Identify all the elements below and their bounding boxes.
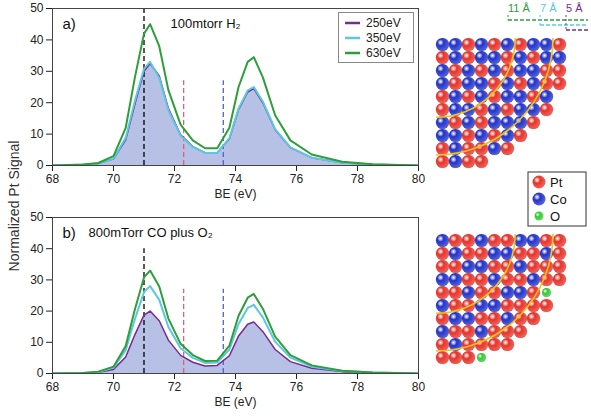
svg-text:40: 40	[30, 33, 44, 47]
svg-text:76: 76	[290, 172, 304, 186]
svg-text:b): b)	[63, 224, 76, 241]
svg-text:80: 80	[412, 380, 426, 394]
svg-text:20: 20	[30, 96, 44, 110]
svg-text:10: 10	[30, 127, 44, 141]
svg-text:20: 20	[30, 304, 44, 318]
svg-text:50: 50	[30, 210, 44, 224]
svg-text:0: 0	[37, 158, 44, 172]
svg-text:BE (eV): BE (eV)	[214, 395, 256, 409]
svg-text:7 Å: 7 Å	[540, 2, 557, 14]
svg-text:68: 68	[46, 172, 60, 186]
svg-text:Co: Co	[550, 192, 567, 207]
svg-text:11 Å: 11 Å	[508, 2, 530, 14]
svg-text:0: 0	[37, 366, 44, 380]
svg-text:78: 78	[351, 172, 365, 186]
svg-text:80: 80	[412, 172, 426, 186]
svg-text:50: 50	[30, 1, 44, 15]
svg-text:100mtorr H₂: 100mtorr H₂	[171, 16, 241, 31]
html-text:350eV: 350eV	[366, 30, 401, 45]
svg-text:72: 72	[168, 380, 182, 394]
svg-text:a): a)	[63, 15, 76, 32]
svg-text:74: 74	[229, 172, 243, 186]
svg-text:72: 72	[168, 172, 182, 186]
svg-text:10: 10	[30, 335, 44, 349]
svg-text:30: 30	[30, 64, 44, 78]
svg-text:74: 74	[229, 380, 243, 394]
svg-text:70: 70	[107, 380, 121, 394]
svg-text:Pt: Pt	[550, 175, 563, 190]
svg-text:O: O	[550, 209, 560, 224]
svg-text:70: 70	[107, 172, 121, 186]
svg-text:68: 68	[46, 380, 60, 394]
svg-text:BE (eV): BE (eV)	[214, 187, 256, 201]
svg-text:30: 30	[30, 273, 44, 287]
svg-text:78: 78	[351, 380, 365, 394]
svg-text:40: 40	[30, 242, 44, 256]
html-text:630eV: 630eV	[366, 45, 401, 60]
svg-text:800mTorr CO plus O₂: 800mTorr CO plus O₂	[89, 225, 213, 240]
html-text:Normalized Pt Signal: Normalized Pt Signal	[6, 140, 22, 272]
html-text:250eV: 250eV	[366, 15, 401, 30]
svg-text:76: 76	[290, 380, 304, 394]
svg-text:5 Å: 5 Å	[566, 2, 583, 14]
